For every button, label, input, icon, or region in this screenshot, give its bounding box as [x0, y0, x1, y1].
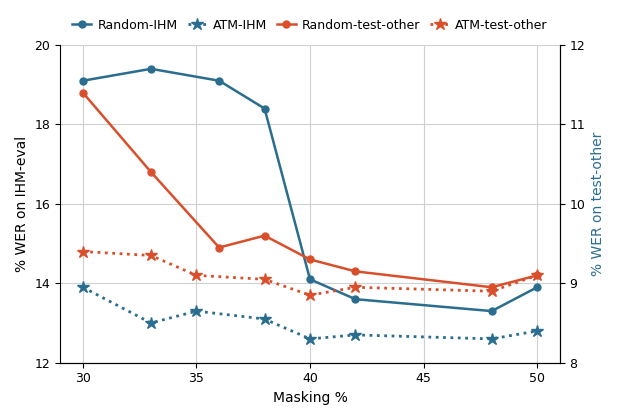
Line: ATM-IHM: ATM-IHM: [77, 281, 543, 345]
X-axis label: Masking %: Masking %: [273, 391, 347, 405]
Random-IHM: [352, 297, 359, 302]
ATM-IHM: [352, 332, 359, 337]
ATM-test-other: [261, 277, 268, 282]
Line: Random-IHM: Random-IHM: [79, 66, 541, 315]
Random-test-other: [215, 245, 223, 250]
Random-test-other: [306, 257, 314, 262]
Line: ATM-test-other: ATM-test-other: [77, 245, 543, 302]
ATM-IHM: [488, 336, 495, 341]
ATM-test-other: [306, 293, 314, 298]
ATM-IHM: [193, 309, 200, 314]
Random-IHM: [261, 106, 268, 111]
ATM-test-other: [352, 285, 359, 290]
Random-IHM: [488, 309, 495, 314]
Random-test-other: [261, 233, 268, 238]
ATM-IHM: [148, 320, 155, 326]
Random-IHM: [79, 78, 87, 83]
ATM-IHM: [533, 328, 541, 333]
ATM-test-other: [193, 273, 200, 278]
Line: Random-test-other: Random-test-other: [79, 89, 541, 291]
Random-test-other: [488, 285, 495, 290]
Random-test-other: [352, 269, 359, 274]
Random-test-other: [148, 170, 155, 175]
Random-test-other: [79, 90, 87, 95]
ATM-IHM: [79, 285, 87, 290]
Y-axis label: % WER on IHM-eval: % WER on IHM-eval: [15, 136, 29, 272]
ATM-test-other: [79, 249, 87, 254]
Random-IHM: [215, 78, 223, 83]
ATM-IHM: [306, 336, 314, 341]
Random-IHM: [306, 277, 314, 282]
ATM-test-other: [148, 253, 155, 258]
Random-IHM: [533, 285, 541, 290]
ATM-test-other: [488, 289, 495, 294]
Legend: Random-IHM, ATM-IHM, Random-test-other, ATM-test-other: Random-IHM, ATM-IHM, Random-test-other, …: [69, 15, 551, 36]
Random-IHM: [148, 66, 155, 71]
Random-test-other: [533, 273, 541, 278]
ATM-IHM: [261, 317, 268, 322]
Y-axis label: % WER on test-other: % WER on test-other: [591, 131, 605, 276]
ATM-test-other: [533, 273, 541, 278]
